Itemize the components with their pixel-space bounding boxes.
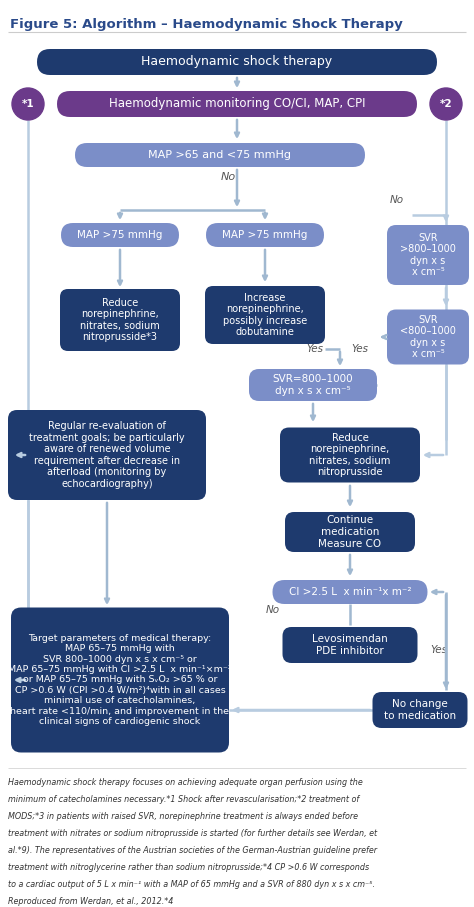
Text: Continue
medication
Measure CO: Continue medication Measure CO: [319, 515, 382, 549]
Text: No: No: [220, 172, 236, 182]
Text: minimum of catecholamines necessary.*1 Shock after revascularisation;*2 treatmen: minimum of catecholamines necessary.*1 S…: [8, 795, 359, 804]
FancyBboxPatch shape: [61, 223, 179, 247]
Text: Reduce
norepinephrine,
nitrates, sodium
nitroprusside*3: Reduce norepinephrine, nitrates, sodium …: [80, 297, 160, 343]
Text: treatment with nitroglycerine rather than sodium nitroprusside;*4 CP >0.6 W corr: treatment with nitroglycerine rather tha…: [8, 863, 369, 872]
Text: al.*9). The representatives of the Austrian societies of the German-Austrian gui: al.*9). The representatives of the Austr…: [8, 846, 377, 855]
FancyBboxPatch shape: [11, 608, 229, 753]
FancyBboxPatch shape: [8, 410, 206, 500]
Text: Yes: Yes: [430, 645, 447, 655]
FancyBboxPatch shape: [387, 225, 469, 285]
Text: Regular re-evaluation of
treatment goals; be particularly
aware of renewed volum: Regular re-evaluation of treatment goals…: [29, 421, 185, 489]
FancyBboxPatch shape: [249, 369, 377, 401]
FancyBboxPatch shape: [57, 91, 417, 117]
Text: Reduce
norepinephrine,
nitrates, sodium
nitroprusside: Reduce norepinephrine, nitrates, sodium …: [310, 433, 391, 477]
FancyBboxPatch shape: [280, 427, 420, 483]
FancyBboxPatch shape: [283, 627, 418, 663]
Text: treatment with nitrates or sodium nitroprusside is started (for further details : treatment with nitrates or sodium nitrop…: [8, 829, 377, 838]
FancyBboxPatch shape: [206, 223, 324, 247]
Text: Reproduced from Werdan, et al., 2012.*4: Reproduced from Werdan, et al., 2012.*4: [8, 897, 173, 906]
Circle shape: [430, 88, 462, 120]
Text: MODS;*3 in patients with raised SVR, norepinephrine treatment is always ended be: MODS;*3 in patients with raised SVR, nor…: [8, 812, 358, 821]
Text: Haemodynamic shock therapy: Haemodynamic shock therapy: [141, 55, 333, 69]
FancyBboxPatch shape: [373, 692, 467, 728]
Text: MAP >65 and <75 mmHg: MAP >65 and <75 mmHg: [148, 150, 292, 160]
Text: MAP >75 mmHg: MAP >75 mmHg: [222, 230, 308, 240]
Text: Haemodynamic shock therapy focuses on achieving adequate organ perfusion using t: Haemodynamic shock therapy focuses on ac…: [8, 778, 363, 787]
Text: No: No: [266, 605, 280, 615]
Text: No change
to medication: No change to medication: [384, 699, 456, 721]
Text: SVR=800–1000
dyn x s x cm⁻⁵: SVR=800–1000 dyn x s x cm⁻⁵: [273, 375, 353, 395]
Text: Increase
norepinephrine,
possibly increase
dobutamine: Increase norepinephrine, possibly increa…: [223, 293, 307, 337]
FancyBboxPatch shape: [37, 49, 437, 75]
FancyBboxPatch shape: [75, 143, 365, 167]
Text: *2: *2: [440, 99, 452, 109]
Text: *1: *1: [22, 99, 34, 109]
Text: SVR
<800–1000
dyn x s
x cm⁻⁵: SVR <800–1000 dyn x s x cm⁻⁵: [400, 315, 456, 359]
Text: MAP >75 mmHg: MAP >75 mmHg: [77, 230, 163, 240]
Text: Yes: Yes: [351, 344, 368, 354]
FancyBboxPatch shape: [273, 580, 428, 604]
Text: Yes: Yes: [307, 344, 323, 354]
Text: CI >2.5 L  x min⁻¹x m⁻²: CI >2.5 L x min⁻¹x m⁻²: [289, 587, 411, 597]
FancyBboxPatch shape: [387, 309, 469, 365]
Text: SVR
>800–1000
dyn x s
x cm⁻⁵: SVR >800–1000 dyn x s x cm⁻⁵: [400, 232, 456, 278]
Text: Levosimendan
PDE inhibitor: Levosimendan PDE inhibitor: [312, 634, 388, 656]
Text: to a cardiac output of 5 L x min⁻¹ with a MAP of 65 mmHg and a SVR of 880 dyn x : to a cardiac output of 5 L x min⁻¹ with …: [8, 880, 375, 889]
FancyBboxPatch shape: [205, 286, 325, 344]
FancyBboxPatch shape: [60, 289, 180, 351]
Text: Figure 5: Algorithm – Haemodynamic Shock Therapy: Figure 5: Algorithm – Haemodynamic Shock…: [10, 18, 403, 31]
FancyBboxPatch shape: [285, 512, 415, 552]
Circle shape: [12, 88, 44, 120]
Text: No: No: [390, 195, 404, 205]
Text: Haemodynamic monitoring CO/CI, MAP, CPI: Haemodynamic monitoring CO/CI, MAP, CPI: [109, 97, 365, 111]
Text: Target parameters of medical therapy:
MAP 65–75 mmHg with
SVR 800–1000 dyn x s x: Target parameters of medical therapy: MA…: [8, 634, 232, 727]
